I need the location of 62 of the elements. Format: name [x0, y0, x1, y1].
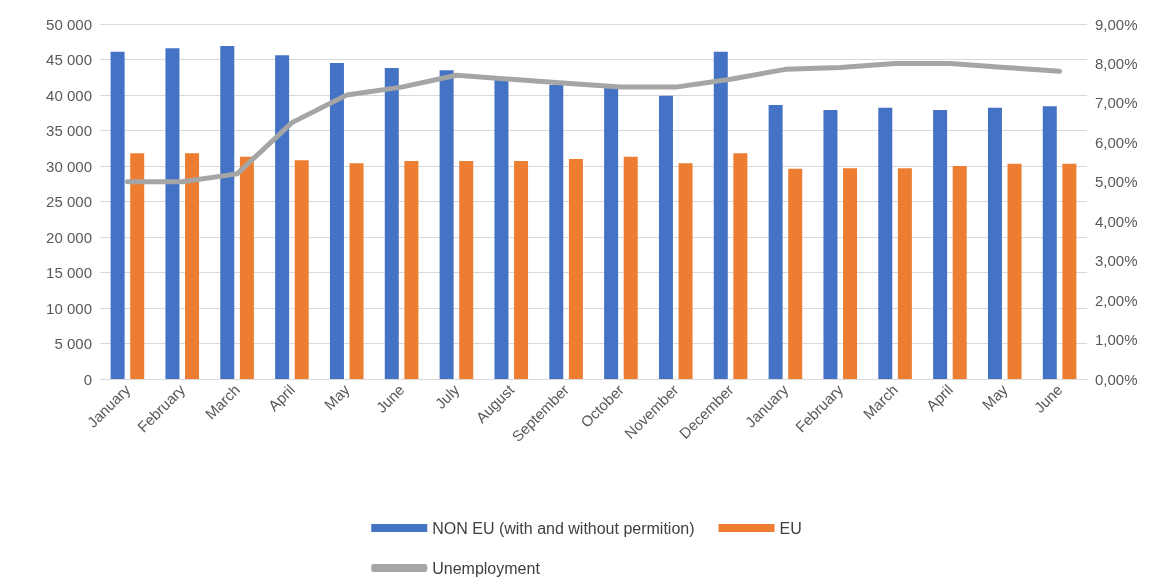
- bar: [604, 87, 619, 379]
- y-tick-label: 50 000: [46, 15, 92, 33]
- bar: [1062, 163, 1077, 379]
- x-tick-label: July: [431, 380, 463, 412]
- x-tick-label: May: [320, 380, 354, 414]
- bar: [549, 85, 564, 379]
- bar: [110, 51, 125, 379]
- bar: [897, 168, 912, 379]
- y-tick-label: 15 000: [46, 264, 92, 281]
- bar: [130, 153, 145, 379]
- bar: [439, 70, 454, 379]
- y-tick-label: 0: [83, 370, 92, 388]
- bar: [568, 158, 583, 379]
- y-tick-label: 5 000: [54, 335, 92, 352]
- bar: [733, 153, 748, 379]
- bar: [952, 166, 967, 379]
- bar: [384, 68, 399, 379]
- y2-tick-label: 1,00%: [1095, 331, 1138, 349]
- bar: [294, 160, 309, 379]
- bar: [623, 156, 638, 379]
- legend-label: EU: [779, 519, 802, 537]
- bar: [768, 104, 783, 379]
- legend-label: Unemployment: [432, 559, 541, 577]
- y2-tick-label: 9,00%: [1095, 15, 1138, 33]
- y2-tick-label: 4,00%: [1095, 212, 1138, 230]
- bar: [843, 168, 858, 379]
- bar: [459, 161, 474, 379]
- y-tick-label: 20 000: [46, 228, 92, 246]
- bar: [823, 109, 838, 379]
- y2-tick-label: 5,00%: [1095, 173, 1138, 191]
- bar: [987, 107, 1002, 379]
- bar: [878, 107, 893, 379]
- legend-label: NON EU (with and without permition): [432, 519, 695, 537]
- bar: [220, 46, 235, 379]
- bar: [165, 48, 180, 379]
- bar: [404, 161, 419, 379]
- y2-tick-label: 0,00%: [1095, 370, 1138, 388]
- bar: [713, 51, 728, 379]
- y2-tick-label: 8,00%: [1095, 54, 1138, 72]
- bar: [514, 161, 529, 379]
- y2-tick-label: 2,00%: [1095, 291, 1138, 309]
- y-tick-label: 30 000: [46, 157, 92, 175]
- y-tick-label: 45 000: [46, 51, 92, 68]
- bar: [788, 168, 803, 379]
- y2-tick-label: 7,00%: [1095, 94, 1138, 112]
- bar: [275, 55, 290, 379]
- x-tick-label: May: [978, 380, 1012, 414]
- bar: [239, 156, 254, 379]
- bar: [1042, 106, 1057, 379]
- bar: [678, 163, 693, 379]
- bar: [933, 109, 948, 379]
- y2-tick-label: 6,00%: [1095, 133, 1138, 151]
- bar: [658, 95, 673, 379]
- bar: [329, 63, 344, 379]
- bar: [349, 163, 364, 379]
- bar: [1007, 163, 1022, 379]
- bar: [185, 153, 200, 379]
- y2-tick-label: 3,00%: [1095, 252, 1138, 270]
- y-tick-label: 35 000: [46, 122, 92, 139]
- y-tick-label: 10 000: [46, 299, 92, 317]
- y-tick-label: 40 000: [46, 86, 92, 104]
- y-tick-label: 25 000: [46, 193, 92, 210]
